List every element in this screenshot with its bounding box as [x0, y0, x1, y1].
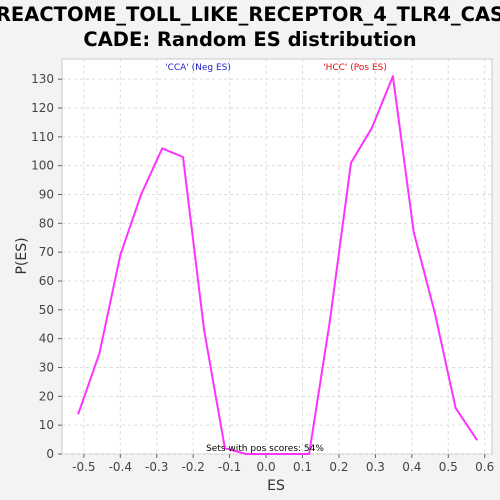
data-point	[119, 254, 122, 257]
data-point	[433, 311, 436, 314]
y-tick-label: 120	[31, 101, 54, 115]
data-point	[286, 453, 289, 455]
y-tick-label: 90	[39, 188, 54, 202]
data-point	[245, 453, 248, 455]
x-tick-label: 0.2	[329, 460, 348, 474]
x-tick-label: 0.3	[366, 460, 385, 474]
data-point	[203, 329, 206, 332]
x-axis-label: ES	[267, 478, 285, 494]
data-point	[349, 161, 352, 164]
x-tick-label: 0.1	[293, 460, 312, 474]
y-tick-label: 130	[31, 72, 54, 86]
y-tick-label: 50	[39, 303, 54, 317]
y-tick-label: 20	[39, 389, 54, 403]
x-tick-label: 0.5	[439, 460, 458, 474]
data-point	[140, 193, 143, 196]
data-point	[161, 147, 164, 150]
annotation-neg-es: 'CCA' (Neg ES)	[165, 63, 231, 73]
data-point	[328, 320, 331, 323]
y-axis-label: P(ES)	[14, 237, 30, 274]
y-tick-label: 40	[39, 332, 54, 346]
x-tick-label: 0.0	[257, 460, 276, 474]
data-point	[391, 75, 394, 78]
data-point	[181, 156, 184, 159]
y-tick-label: 100	[31, 159, 54, 173]
y-tick-label: 30	[39, 361, 54, 375]
x-tick-label: 0.6	[475, 460, 494, 474]
y-tick-label: 110	[31, 130, 54, 144]
x-tick-label: -0.5	[72, 460, 95, 474]
data-point	[370, 127, 373, 130]
data-point	[265, 453, 268, 455]
series-layer	[77, 75, 478, 455]
data-point	[454, 406, 457, 409]
chart-title-line-1: REACTOME_TOLL_LIKE_RECEPTOR_4_TLR4_CAS	[0, 3, 500, 26]
x-tick-label: -0.1	[218, 460, 241, 474]
chart-title-line-2: CADE: Random ES distribution	[83, 28, 416, 51]
plot-area	[61, 58, 493, 455]
y-tick-label: 60	[39, 274, 54, 288]
x-tick-label: 0.4	[402, 460, 421, 474]
x-tick-label: -0.4	[109, 460, 132, 474]
x-tick-label: -0.2	[181, 460, 204, 474]
data-point	[223, 447, 226, 450]
annotation-pos-scores: Sets with pos scores: 54%	[206, 444, 324, 454]
y-tick-label: 80	[39, 216, 54, 230]
data-point	[412, 230, 415, 233]
series-line	[77, 75, 478, 455]
annotation-pos-es: 'HCC' (Pos ES)	[323, 63, 387, 73]
data-point	[98, 352, 101, 355]
y-tick-label: 10	[39, 418, 54, 432]
y-tick-label: 70	[39, 245, 54, 259]
data-point	[77, 412, 80, 415]
data-point	[308, 453, 311, 455]
data-point	[475, 438, 478, 441]
y-tick-label: 0	[46, 447, 54, 461]
x-tick-label: -0.3	[145, 460, 168, 474]
